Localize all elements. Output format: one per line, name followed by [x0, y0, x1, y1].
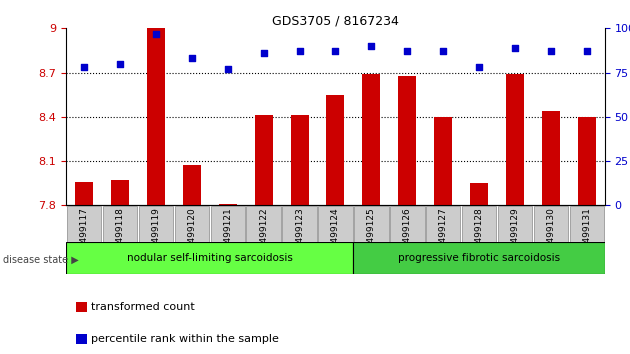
Text: GSM499120: GSM499120 [187, 207, 197, 262]
Text: GSM499119: GSM499119 [151, 207, 161, 262]
Text: percentile rank within the sample: percentile rank within the sample [91, 334, 279, 344]
Text: GSM499125: GSM499125 [367, 207, 376, 262]
Text: transformed count: transformed count [91, 302, 195, 312]
FancyBboxPatch shape [318, 206, 353, 242]
Text: GSM499118: GSM499118 [115, 207, 125, 262]
FancyBboxPatch shape [175, 206, 209, 242]
Text: nodular self-limiting sarcoidosis: nodular self-limiting sarcoidosis [127, 253, 293, 263]
Text: GSM499129: GSM499129 [510, 207, 520, 262]
Point [546, 48, 556, 54]
Point [151, 31, 161, 36]
Bar [111, 180, 129, 205]
Bar [362, 74, 381, 205]
Point [510, 45, 520, 51]
FancyBboxPatch shape [390, 206, 425, 242]
Point [438, 48, 448, 54]
FancyBboxPatch shape [139, 206, 173, 242]
FancyBboxPatch shape [462, 206, 496, 242]
Bar [542, 111, 560, 205]
FancyBboxPatch shape [353, 242, 605, 274]
Point [474, 64, 484, 70]
FancyBboxPatch shape [210, 206, 245, 242]
Point [223, 66, 233, 72]
Point [581, 48, 592, 54]
Point [79, 64, 89, 70]
Point [115, 61, 125, 67]
Text: GSM499124: GSM499124 [331, 207, 340, 262]
Bar [147, 28, 165, 205]
Text: GSM499123: GSM499123 [295, 207, 304, 262]
Point [330, 48, 340, 54]
FancyBboxPatch shape [246, 206, 281, 242]
Text: GSM499117: GSM499117 [79, 207, 89, 262]
FancyBboxPatch shape [570, 206, 604, 242]
Text: disease state ▶: disease state ▶ [3, 255, 79, 265]
Point [186, 56, 197, 61]
Text: GSM499126: GSM499126 [403, 207, 412, 262]
FancyBboxPatch shape [282, 206, 317, 242]
FancyBboxPatch shape [67, 206, 101, 242]
Bar [578, 117, 596, 205]
Text: GSM499122: GSM499122 [259, 207, 268, 262]
Bar [326, 95, 345, 205]
Bar [470, 183, 488, 205]
FancyBboxPatch shape [534, 206, 568, 242]
Title: GDS3705 / 8167234: GDS3705 / 8167234 [272, 14, 399, 27]
Text: GSM499127: GSM499127 [438, 207, 448, 262]
FancyBboxPatch shape [354, 206, 389, 242]
Text: progressive fibrotic sarcoidosis: progressive fibrotic sarcoidosis [398, 253, 560, 263]
Text: GSM499128: GSM499128 [474, 207, 484, 262]
Point [258, 50, 268, 56]
Bar [434, 117, 452, 205]
Bar [75, 182, 93, 205]
FancyBboxPatch shape [103, 206, 137, 242]
Point [294, 48, 304, 54]
FancyBboxPatch shape [498, 206, 532, 242]
Bar [506, 74, 524, 205]
Point [402, 48, 412, 54]
FancyBboxPatch shape [66, 242, 353, 274]
FancyBboxPatch shape [426, 206, 461, 242]
Bar [255, 115, 273, 205]
Bar [290, 115, 309, 205]
Bar [219, 204, 237, 205]
Text: GSM499131: GSM499131 [582, 207, 592, 262]
Text: GSM499130: GSM499130 [546, 207, 556, 262]
Text: GSM499121: GSM499121 [223, 207, 232, 262]
Bar [398, 75, 416, 205]
Bar [183, 165, 201, 205]
Point [367, 43, 377, 49]
